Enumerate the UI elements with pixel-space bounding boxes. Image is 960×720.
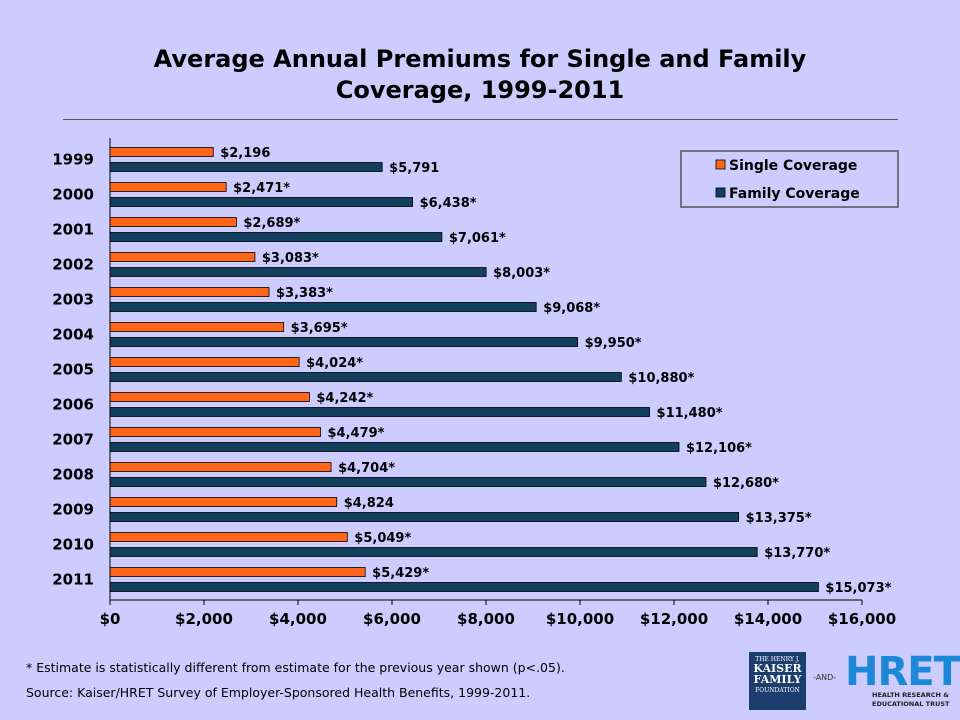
kff-logo: THE HENRY J. KAISER FAMILY FOUNDATION bbox=[749, 652, 806, 710]
x-tick-label-12000: $12,000 bbox=[640, 610, 708, 628]
bar-family-2004 bbox=[109, 337, 579, 347]
footnote: * Estimate is statistically different fr… bbox=[26, 660, 565, 675]
category-label-2006: 2006 bbox=[52, 396, 94, 414]
bar-single-2011 bbox=[109, 567, 366, 577]
bar-single-2001 bbox=[109, 217, 237, 227]
data-label-family-2009: $13,375* bbox=[746, 511, 812, 526]
data-label-family-2006: $11,480* bbox=[657, 406, 723, 421]
bar-single-2010 bbox=[109, 532, 348, 542]
legend-swatch-family bbox=[715, 187, 726, 198]
data-label-single-2003: $3,383* bbox=[276, 286, 333, 301]
bar-single-1999 bbox=[109, 147, 214, 157]
category-label-2007: 2007 bbox=[52, 431, 94, 449]
data-label-family-2007: $12,106* bbox=[686, 441, 752, 456]
source-note: Source: Kaiser/HRET Survey of Employer-S… bbox=[26, 685, 531, 700]
hret-sub-line2: EDUCATIONAL TRUST bbox=[872, 700, 950, 708]
data-label-family-2005: $10,880* bbox=[628, 371, 694, 386]
data-label-single-2009: $4,824 bbox=[344, 496, 394, 511]
legend-label-single: Single Coverage bbox=[729, 158, 857, 174]
bar-family-2010 bbox=[109, 547, 758, 557]
bar-family-1999 bbox=[109, 162, 383, 172]
bar-single-2002 bbox=[109, 252, 256, 262]
bar-family-2008 bbox=[109, 477, 707, 487]
bar-single-2004 bbox=[109, 322, 285, 332]
data-label-single-2002: $3,083* bbox=[262, 251, 319, 266]
bar-single-2005 bbox=[109, 357, 300, 367]
title-divider bbox=[63, 119, 898, 120]
data-label-family-2000: $6,438* bbox=[420, 196, 477, 211]
kff-logo-top: THE HENRY J. bbox=[755, 656, 800, 663]
hret-logo: HRET bbox=[845, 649, 960, 695]
category-label-2010: 2010 bbox=[52, 536, 94, 554]
x-tick-label-16000: $16,000 bbox=[828, 610, 896, 628]
data-label-family-2001: $7,061* bbox=[449, 231, 506, 246]
bar-family-2001 bbox=[109, 232, 443, 242]
x-tick-label-4000: $4,000 bbox=[269, 610, 327, 628]
x-tick-label-10000: $10,000 bbox=[546, 610, 614, 628]
data-label-single-2008: $4,704* bbox=[338, 461, 395, 476]
data-label-family-2008: $12,680* bbox=[713, 476, 779, 491]
category-label-2002: 2002 bbox=[52, 256, 94, 274]
chart-title: Average Annual Premiums for Single and F… bbox=[0, 44, 960, 106]
data-label-single-2007: $4,479* bbox=[328, 426, 385, 441]
x-tick-label-0: $0 bbox=[100, 610, 121, 628]
data-label-family-2010: $13,770* bbox=[764, 546, 830, 561]
bar-family-2006 bbox=[109, 407, 650, 417]
x-tick-label-2000: $2,000 bbox=[175, 610, 233, 628]
data-label-single-2004: $3,695* bbox=[291, 321, 348, 336]
kff-logo-line1: KAISER bbox=[753, 662, 802, 675]
category-label-2001: 2001 bbox=[52, 221, 94, 239]
data-label-single-2010: $5,049* bbox=[354, 531, 411, 546]
data-label-single-2011: $5,429* bbox=[372, 566, 429, 581]
data-label-family-2002: $8,003* bbox=[493, 266, 550, 281]
bar-family-2009 bbox=[109, 512, 740, 522]
title-line-2: Coverage, 1999-2011 bbox=[335, 76, 625, 104]
category-label-2011: 2011 bbox=[52, 571, 94, 589]
category-label-2009: 2009 bbox=[52, 501, 94, 519]
category-label-2004: 2004 bbox=[52, 326, 94, 344]
data-label-family-2004: $9,950* bbox=[585, 336, 642, 351]
bar-family-2007 bbox=[109, 442, 680, 452]
bar-single-2008 bbox=[109, 462, 332, 472]
bar-family-2003 bbox=[109, 302, 537, 312]
category-label-2003: 2003 bbox=[52, 291, 94, 309]
legend-label-family: Family Coverage bbox=[729, 186, 860, 202]
bar-family-2011 bbox=[109, 582, 819, 592]
bar-family-2002 bbox=[109, 267, 487, 277]
kff-logo-line2: FAMILY bbox=[753, 673, 802, 686]
data-label-single-2006: $4,242* bbox=[316, 391, 373, 406]
data-label-single-1999: $2,196 bbox=[220, 146, 270, 161]
category-label-1999: 1999 bbox=[52, 151, 94, 169]
and-text: -AND- bbox=[813, 673, 837, 682]
bar-family-2000 bbox=[109, 197, 413, 207]
hret-sub-line1: HEALTH RESEARCH & bbox=[872, 691, 949, 699]
data-label-family-2011: $15,073* bbox=[825, 581, 891, 596]
data-label-family-2003: $9,068* bbox=[543, 301, 600, 316]
bar-single-2006 bbox=[109, 392, 310, 402]
legend-swatch-single bbox=[715, 159, 726, 170]
x-tick-label-8000: $8,000 bbox=[457, 610, 515, 628]
category-label-2008: 2008 bbox=[52, 466, 94, 484]
bar-single-2000 bbox=[109, 182, 227, 192]
data-label-family-1999: $5,791 bbox=[389, 161, 439, 176]
title-line-1: Average Annual Premiums for Single and F… bbox=[153, 45, 807, 73]
data-label-single-2001: $2,689* bbox=[243, 216, 300, 231]
bar-single-2007 bbox=[109, 427, 321, 437]
data-label-single-2000: $2,471* bbox=[233, 181, 290, 196]
category-label-2000: 2000 bbox=[52, 186, 94, 204]
bar-single-2003 bbox=[109, 287, 270, 297]
category-label-2005: 2005 bbox=[52, 361, 94, 379]
bar-family-2005 bbox=[109, 372, 622, 382]
kff-logo-bottom: FOUNDATION bbox=[755, 687, 800, 694]
hret-logo-subtitle: HEALTH RESEARCH & EDUCATIONAL TRUST bbox=[872, 691, 950, 709]
bar-single-2009 bbox=[109, 497, 338, 507]
x-tick-label-14000: $14,000 bbox=[734, 610, 802, 628]
data-label-single-2005: $4,024* bbox=[306, 356, 363, 371]
x-tick-label-6000: $6,000 bbox=[363, 610, 421, 628]
